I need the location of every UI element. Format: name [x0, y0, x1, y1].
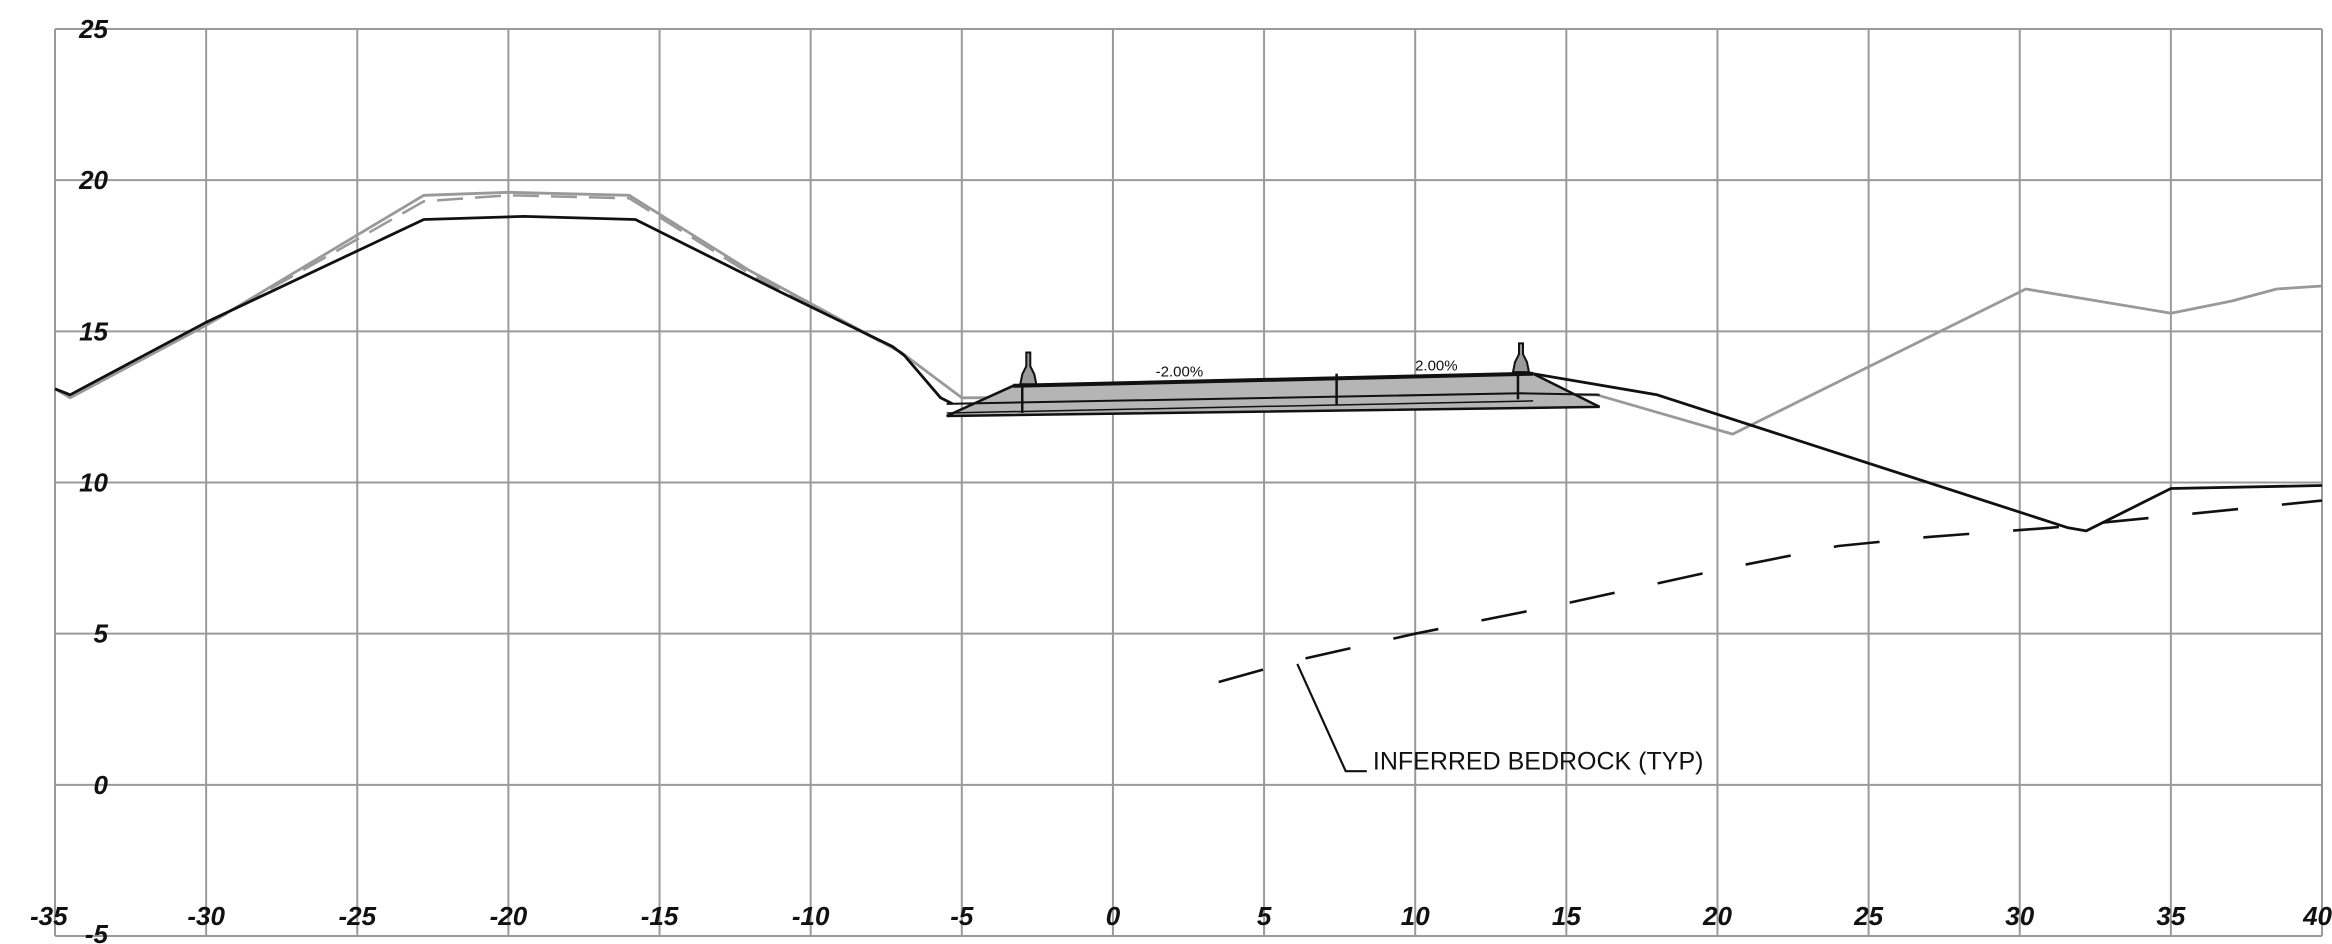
x-tick-label: -30: [187, 901, 225, 931]
ground-line: [1532, 372, 2323, 533]
slope-label-left: -2.00%: [1156, 364, 1204, 381]
x-tick-label: 0: [1106, 901, 1121, 931]
slope-label-right: 2.00%: [1415, 358, 1458, 375]
gridlines: [54, 28, 2323, 937]
x-tick-label: -20: [490, 901, 528, 931]
ground-line: [69, 194, 902, 399]
base-course-line: [946, 392, 1600, 405]
y-tick-label: 10: [79, 468, 108, 498]
x-tick-label: 30: [2005, 901, 2034, 931]
x-tick-label: -25: [338, 901, 376, 931]
annotations: -2.00% 2.00% INFERRED BEDROCK (TYP): [1156, 358, 1704, 776]
subbase-line: [946, 400, 1534, 414]
x-tick-label: 20: [1702, 901, 1732, 931]
x-tick-label: 5: [1257, 901, 1272, 931]
ground-line: [54, 214, 954, 406]
barrier-icon: [1019, 351, 1038, 386]
y-tick-label: 5: [94, 619, 109, 649]
x-tick-label: -15: [641, 901, 679, 931]
x-tick-label: 10: [1401, 901, 1430, 931]
barrier-icon: [1511, 342, 1531, 374]
bedrock-line: [1218, 499, 2323, 684]
bedrock-note: INFERRED BEDROCK (TYP): [1373, 748, 1704, 776]
x-tick-label: 15: [1552, 901, 1581, 931]
road-section: [946, 342, 1601, 418]
road-surface: [1013, 371, 1534, 388]
ground-line: [54, 190, 2323, 436]
y-tick-label: 20: [78, 165, 108, 195]
x-tick-label: 35: [2156, 901, 2185, 931]
y-tick-label: 15: [79, 316, 108, 346]
ground-lines: [54, 190, 2323, 684]
x-tick-label: -35: [30, 901, 68, 931]
x-tick-label: 40: [2302, 901, 2332, 931]
y-tick-label: 0: [94, 770, 109, 800]
x-tick-label: 25: [1853, 901, 1883, 931]
tick-labels: -35 -30 -25 -20 -15 -10 -5 0 5 10 15 20 25 30 35 40 25 20…: [30, 14, 2332, 944]
x-tick-label: -10: [792, 901, 830, 931]
x-tick-label: -5: [950, 901, 974, 931]
y-tick-label: -5: [85, 919, 109, 944]
leader-line: [1296, 663, 1367, 773]
y-tick-label: 25: [78, 14, 108, 44]
